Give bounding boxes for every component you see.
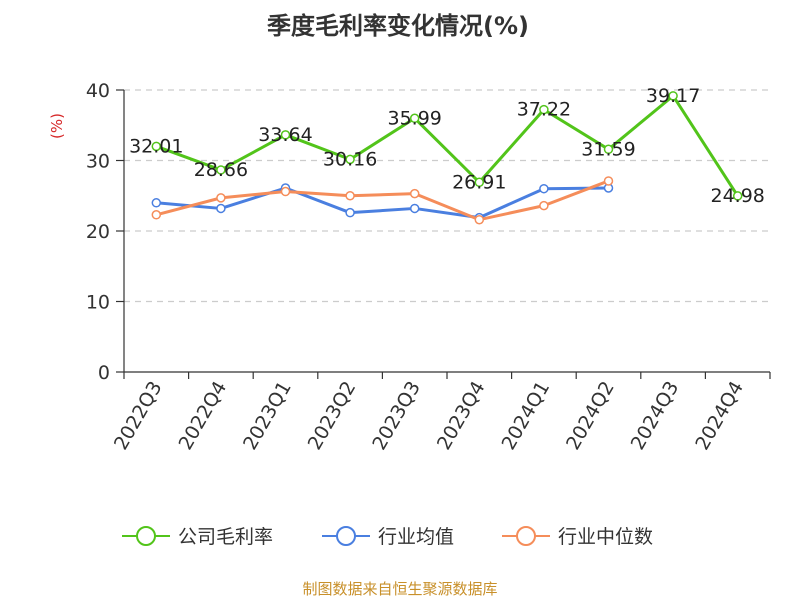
data-point-0 bbox=[474, 177, 485, 188]
y-axis-unit: (%) bbox=[48, 113, 66, 139]
legend-marker bbox=[516, 526, 536, 546]
data-point-2 bbox=[474, 214, 485, 225]
source-note: 制图数据来自恒生聚源数据库 bbox=[302, 580, 497, 598]
x-tick-label: 2022Q4 bbox=[174, 378, 231, 454]
data-point-0 bbox=[539, 104, 549, 115]
data-point-2 bbox=[345, 191, 355, 201]
data-point-1 bbox=[539, 183, 549, 194]
data-label: 37.22 bbox=[517, 99, 571, 121]
legend[interactable]: 公司毛利率 行业均值 行业中位数 bbox=[122, 526, 653, 548]
legend-item-1[interactable]: 行业均值 bbox=[322, 526, 454, 548]
x-tick-label: 2023Q1 bbox=[239, 378, 296, 454]
data-point-1 bbox=[409, 203, 420, 214]
data-label: 26.91 bbox=[452, 171, 506, 193]
legend-label: 公司毛利率 bbox=[178, 526, 273, 548]
data-point-1 bbox=[216, 203, 226, 214]
data-point-1 bbox=[345, 207, 355, 218]
x-tick-label: 2023Q2 bbox=[304, 378, 361, 454]
data-point-0 bbox=[280, 130, 291, 140]
data-label: 33.64 bbox=[258, 124, 312, 146]
data-label: 35.99 bbox=[387, 107, 441, 129]
data-point-0 bbox=[668, 91, 678, 101]
data-point-2 bbox=[280, 186, 291, 197]
legend-marker bbox=[136, 526, 156, 546]
series-group bbox=[151, 91, 743, 225]
legend-item-2[interactable]: 行业中位数 bbox=[502, 526, 653, 548]
data-label: 30.16 bbox=[323, 148, 377, 170]
data-point-2 bbox=[216, 193, 226, 203]
y-tick-label: 40 bbox=[86, 80, 110, 102]
x-tick-label: 2024Q4 bbox=[691, 378, 748, 454]
data-point-2 bbox=[539, 200, 549, 211]
x-tick-label: 2024Q1 bbox=[497, 378, 554, 454]
data-label: 32.01 bbox=[129, 135, 183, 157]
series-line-0 bbox=[155, 94, 739, 197]
data-point-2 bbox=[603, 176, 614, 186]
data-labels: 32.01 28.66 33.64 30.16 35.99 26.91 37.22 31.59… bbox=[129, 85, 765, 207]
data-point-0 bbox=[603, 144, 614, 155]
series-line-2 bbox=[155, 179, 610, 222]
data-label: 39.17 bbox=[646, 85, 700, 107]
x-tick-label: 2023Q4 bbox=[433, 378, 490, 454]
data-point-0 bbox=[151, 141, 162, 152]
data-point-0 bbox=[732, 191, 743, 201]
data-point-0 bbox=[216, 165, 226, 175]
data-point-2 bbox=[151, 210, 162, 220]
y-tick-label: 20 bbox=[86, 221, 110, 243]
series-line-1 bbox=[156, 186, 609, 220]
data-point-2 bbox=[409, 188, 420, 199]
data-label: 28.66 bbox=[194, 159, 248, 181]
legend-label: 行业中位数 bbox=[558, 526, 653, 548]
x-tick-label: 2022Q3 bbox=[110, 378, 167, 454]
legend-item-0[interactable]: 公司毛利率 bbox=[122, 526, 273, 548]
x-tick-label: 2024Q2 bbox=[562, 378, 619, 454]
chart-title: 季度毛利率变化情况(%) bbox=[267, 12, 529, 40]
legend-marker bbox=[336, 526, 356, 546]
x-tick-label: 2023Q3 bbox=[368, 378, 425, 454]
y-tick-label: 0 bbox=[98, 362, 110, 384]
x-tick-label: 2024Q3 bbox=[627, 378, 684, 454]
y-tick-label: 30 bbox=[86, 151, 110, 173]
data-point-1 bbox=[151, 198, 162, 208]
data-label: 24.98 bbox=[710, 185, 764, 207]
data-point-0 bbox=[345, 154, 355, 165]
y-tick-label: 10 bbox=[86, 292, 110, 314]
data-point-0 bbox=[409, 113, 420, 124]
grid-lines bbox=[124, 89, 770, 303]
data-label: 31.59 bbox=[581, 138, 635, 160]
legend-label: 行业均值 bbox=[378, 526, 454, 548]
